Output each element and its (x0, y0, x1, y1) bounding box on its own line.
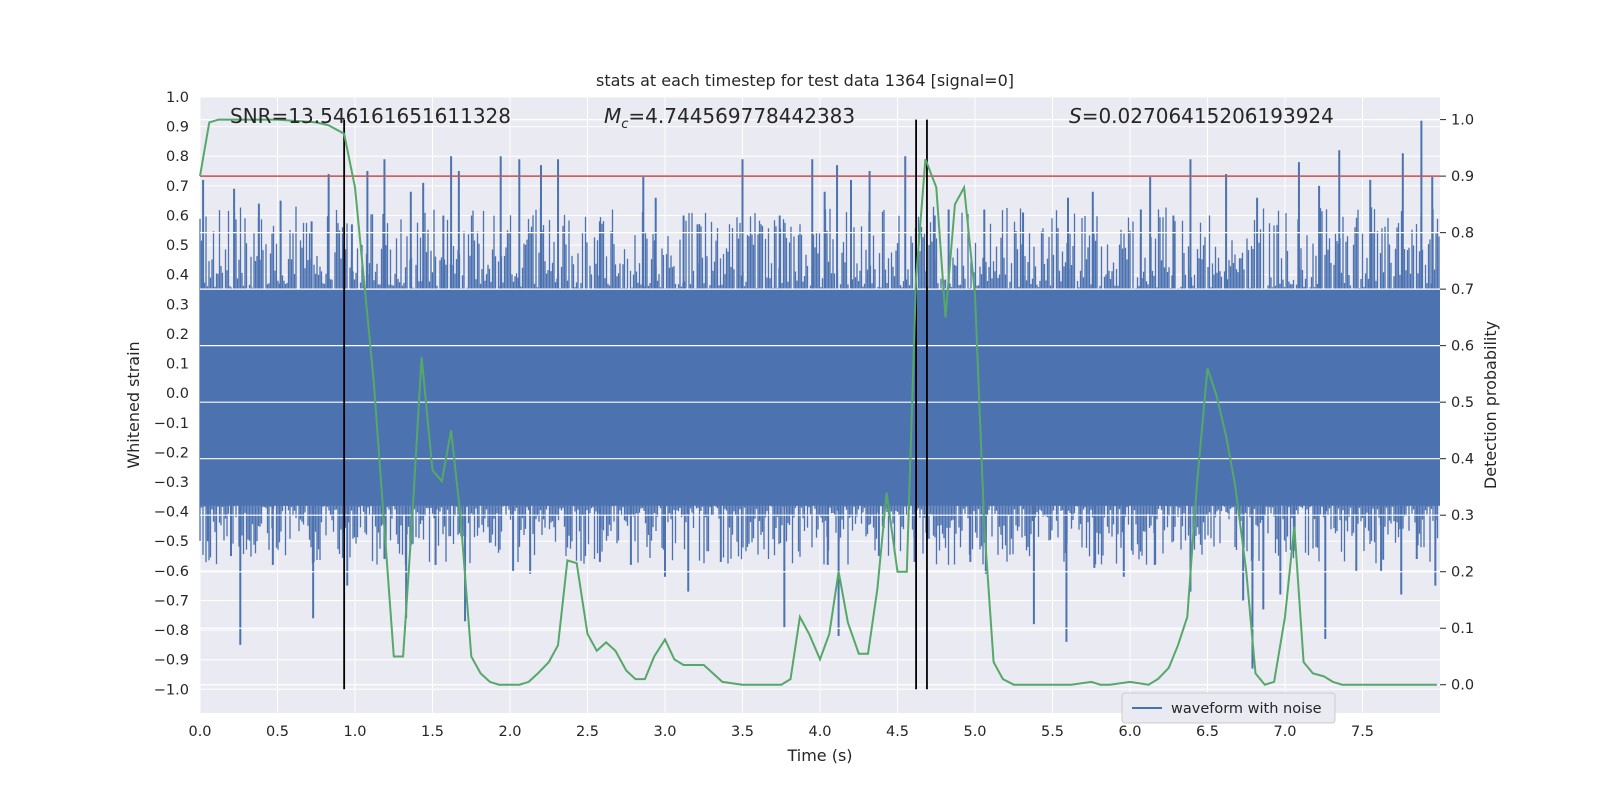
y-tick-label: 0.1 (166, 357, 189, 373)
y-tick-label: −0.2 (154, 445, 189, 461)
y-tick-label: 1.0 (166, 90, 189, 106)
waveform-noise (199, 206, 1440, 565)
x-tick-label: 3.0 (653, 724, 676, 740)
snr-annotation: SNR=13.546161651611328 (230, 104, 511, 128)
y-tick-label: −0.1 (154, 416, 189, 432)
y-tick-label: −0.5 (154, 534, 189, 550)
y-tick-labels: −1.0 −0.9 −0.8 −0.7 −0.6 −0.5 −0.4 −0.3 −0.2 −0.1… (154, 90, 189, 698)
x-tick-label: 0.5 (266, 724, 289, 740)
x-tick-label: 5.0 (963, 724, 986, 740)
y-tick-label: 0.0 (166, 386, 189, 402)
y-tick-label: −0.6 (154, 564, 189, 580)
vertical-markers (343, 119, 928, 690)
right-y-tick-label: 0.5 (1451, 395, 1474, 411)
right-y-tick-label: 0.9 (1451, 169, 1474, 185)
y-tick-label: −0.3 (154, 475, 189, 491)
x-axis-label: Time (s) (786, 746, 852, 765)
x-tick-label: 2.0 (498, 724, 521, 740)
legend: waveform with noise (1121, 692, 1336, 724)
right-y-tick-label: 0.2 (1451, 565, 1474, 581)
x-tick-label: 7.5 (1351, 724, 1374, 740)
detection-probability-line (199, 118, 1437, 686)
x-tick-label: 6.5 (1196, 724, 1219, 740)
x-tick-label: 7.0 (1273, 724, 1296, 740)
y-tick-label: 0.3 (166, 297, 189, 313)
y-tick-label: −1.0 (154, 682, 189, 698)
right-y-tick-labels: 0.0 0.1 0.2 0.3 0.4 0.5 0.6 0.7 0.8 0.9 1.0 (1440, 113, 1474, 694)
y-tick-label: −0.9 (154, 653, 189, 669)
right-y-tick-label: 1.0 (1451, 113, 1474, 129)
x-tick-label: 6.0 (1118, 724, 1141, 740)
right-y-tick-label: 0.7 (1451, 282, 1474, 298)
y-tick-label: 0.7 (166, 179, 189, 195)
y-tick-label: −0.4 (154, 505, 189, 521)
y-tick-label: 0.6 (166, 208, 189, 224)
right-y-tick-label: 0.6 (1451, 339, 1474, 355)
s-value: =0.02706415206193924 (1082, 104, 1334, 128)
x-tick-label: 2.5 (576, 724, 599, 740)
x-tick-label: 0.0 (188, 724, 211, 740)
y-tick-label: 0.5 (166, 238, 189, 254)
s-annotation: S=0.02706415206193924 (1069, 104, 1334, 128)
right-y-tick-label: 0.4 (1451, 452, 1474, 468)
y-tick-label: 0.8 (166, 149, 189, 165)
y-tick-label: 0.4 (166, 268, 189, 284)
y-tick-label: 0.2 (166, 327, 189, 343)
chirp-mass-subscript: c (621, 117, 628, 132)
legend-entry-waveform: waveform with noise (1171, 701, 1322, 717)
right-y-tick-label: 0.1 (1451, 621, 1474, 637)
x-tick-label: 4.0 (808, 724, 831, 740)
chirp-mass-value: =4.744569778442383 (628, 104, 855, 128)
s-symbol: S (1069, 104, 1082, 128)
y-tick-label: 0.9 (166, 120, 189, 136)
x-tick-labels: 0.0 0.5 1.0 1.5 2.0 2.5 3.0 3.5 4.0 4.5 5.0 5.5 6.0 6… (188, 724, 1374, 740)
chart-title: stats at each timestep for test data 136… (596, 71, 1014, 90)
x-tick-label: 3.5 (731, 724, 754, 740)
y-axis-label: Whitened strain (124, 341, 143, 468)
x-tick-label: 5.5 (1041, 724, 1064, 740)
right-y-tick-label: 0.0 (1451, 678, 1474, 694)
y-tick-label: −0.7 (154, 593, 189, 609)
right-y-tick-label: 0.3 (1451, 508, 1474, 524)
y-tick-label: −0.8 (154, 623, 189, 639)
legend-box (1121, 692, 1336, 724)
waveform-series (199, 120, 1440, 669)
x-tick-label: 1.5 (421, 724, 444, 740)
chirp-mass-symbol: M (604, 104, 621, 128)
right-y-axis-label: Detection probability (1481, 321, 1500, 489)
overlay-gridlines (200, 119, 1440, 686)
chirp-mass-annotation: Mc=4.744569778442383 (604, 104, 855, 132)
x-tick-label: 1.0 (343, 724, 366, 740)
plot-area (199, 96, 1440, 713)
right-y-tick-label: 0.8 (1451, 226, 1474, 242)
x-tick-label: 4.5 (886, 724, 909, 740)
